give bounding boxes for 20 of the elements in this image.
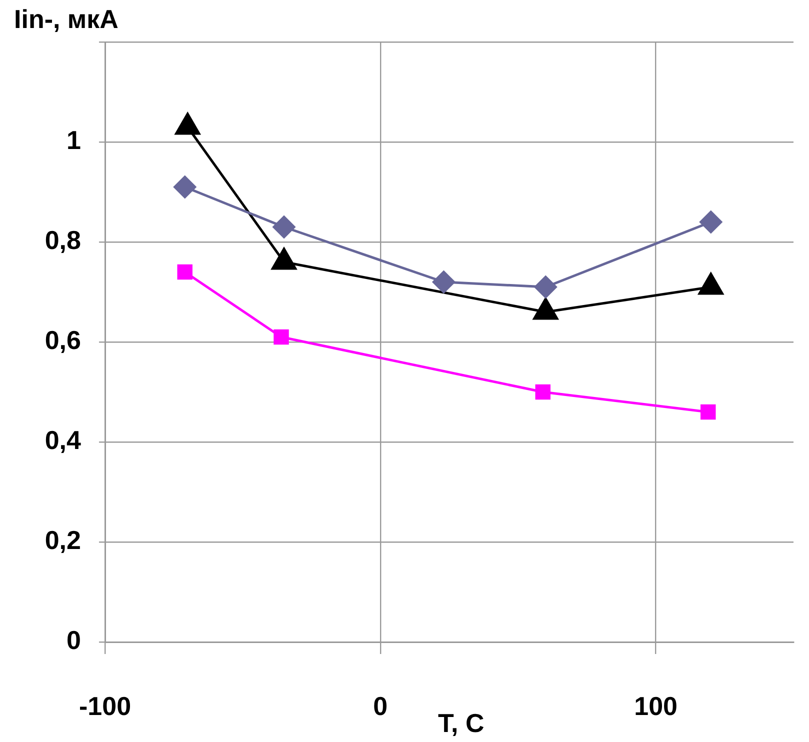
point: [432, 270, 455, 294]
y-tick-label: 0,8: [44, 225, 81, 256]
y-tick-label: 0,6: [44, 325, 81, 356]
point: [700, 210, 722, 234]
x-axis-title: T, C: [438, 708, 484, 738]
y-tick-label: 0,4: [44, 425, 82, 456]
point: [177, 264, 192, 280]
x-tick-label: -100: [78, 690, 132, 721]
point: [534, 276, 557, 298]
y-axis-title: Iin-, мкА: [14, 4, 119, 34]
y-tick-label: 0,2: [44, 525, 81, 556]
point: [535, 384, 550, 400]
x-tick-label: 100: [634, 690, 678, 721]
point: [274, 329, 289, 345]
y-tick-label: 0: [66, 625, 81, 656]
y-tick-label: 1: [66, 125, 81, 156]
point: [174, 176, 196, 198]
point: [700, 404, 716, 420]
x-tick-label: 0: [373, 690, 388, 721]
point: [272, 216, 296, 238]
